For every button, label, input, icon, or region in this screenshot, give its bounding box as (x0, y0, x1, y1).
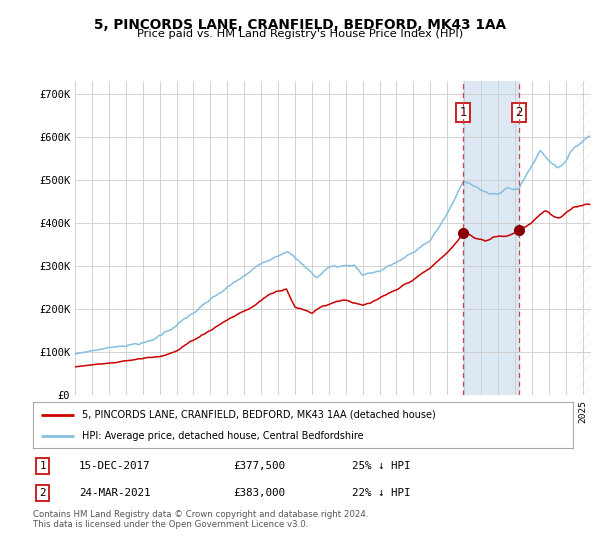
Text: 5, PINCORDS LANE, CRANFIELD, BEDFORD, MK43 1AA: 5, PINCORDS LANE, CRANFIELD, BEDFORD, MK… (94, 18, 506, 32)
Text: Price paid vs. HM Land Registry's House Price Index (HPI): Price paid vs. HM Land Registry's House … (137, 29, 463, 39)
Text: 15-DEC-2017: 15-DEC-2017 (79, 461, 151, 472)
Text: 2: 2 (515, 106, 523, 119)
Bar (463, 81, 518, 395)
Text: Contains HM Land Registry data © Crown copyright and database right 2024.
This d: Contains HM Land Registry data © Crown c… (33, 510, 368, 529)
Text: £383,000: £383,000 (233, 488, 285, 498)
Text: 22% ↓ HPI: 22% ↓ HPI (352, 488, 410, 498)
Text: 25% ↓ HPI: 25% ↓ HPI (352, 461, 410, 472)
Text: 1: 1 (460, 106, 467, 119)
Text: £377,500: £377,500 (233, 461, 285, 472)
Text: 24-MAR-2021: 24-MAR-2021 (79, 488, 151, 498)
Text: 2: 2 (40, 488, 46, 498)
Bar (577, 81, 591, 395)
Text: 5, PINCORDS LANE, CRANFIELD, BEDFORD, MK43 1AA (detached house): 5, PINCORDS LANE, CRANFIELD, BEDFORD, MK… (82, 410, 436, 420)
Text: HPI: Average price, detached house, Central Bedfordshire: HPI: Average price, detached house, Cent… (82, 431, 363, 441)
Text: 1: 1 (40, 461, 46, 472)
